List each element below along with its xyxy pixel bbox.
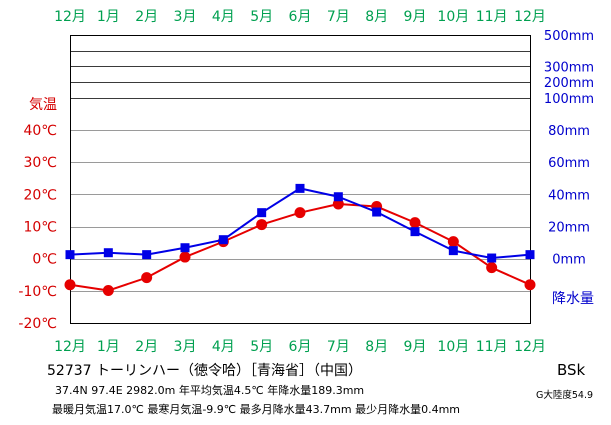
month-label: 6月	[289, 9, 312, 25]
precipitation-series	[65, 183, 535, 263]
month-label: 12月	[54, 9, 86, 25]
month-label: 6月	[289, 339, 312, 355]
month-label: 3月	[174, 9, 197, 25]
month-label: 3月	[174, 339, 197, 355]
temperature-point	[294, 207, 306, 219]
temperature-tick-labels: 40℃ 30℃ 20℃ 10℃ 0℃ -10℃ -20℃	[18, 123, 57, 332]
month-label: 7月	[327, 9, 350, 25]
station-title: 52737 トーリンハー（徳令哈）［青海省］（中国）	[47, 363, 362, 379]
continentality-index: G大陸度54.9	[536, 389, 593, 401]
precipitation-tick-label: 300mm	[544, 60, 594, 75]
precipitation-point	[142, 250, 152, 260]
precipitation-tick-label: 40mm	[548, 188, 590, 203]
precipitation-tick-label: 200mm	[544, 76, 594, 91]
month-label: 5月	[250, 9, 273, 25]
precipitation-tick-label: 20mm	[548, 221, 590, 236]
plot-frame	[70, 35, 531, 324]
temperature-tick-label: 10℃	[23, 220, 57, 236]
precipitation-point	[487, 253, 497, 263]
temperature-tick-label: 30℃	[23, 155, 57, 171]
precipitation-tick-label: 60mm	[548, 156, 590, 171]
month-labels-top: 12月 1月 2月 3月 4月 5月 6月 7月 8月 9月 10月 11月 12月	[54, 9, 546, 25]
month-label: 4月	[212, 9, 235, 25]
precipitation-tick-label: 100mm	[544, 92, 594, 107]
month-label: 10月	[437, 9, 469, 25]
month-label: 4月	[212, 339, 235, 355]
month-label: 1月	[97, 9, 120, 25]
temperature-axis-label: 気温	[29, 97, 57, 113]
month-label: 2月	[135, 339, 158, 355]
temperature-point	[64, 279, 76, 291]
month-label: 5月	[250, 339, 273, 355]
month-label: 8月	[365, 339, 388, 355]
temperature-tick-label: -10℃	[18, 284, 57, 300]
precipitation-point	[410, 227, 420, 237]
precipitation-point	[525, 250, 535, 260]
precipitation-point	[295, 183, 305, 193]
station-extremes: 最暖月気温17.0℃ 最寒月気温-9.9℃ 最多月降水量43.7mm 最少月降水…	[52, 402, 460, 416]
precipitation-tick-label: 80mm	[548, 124, 590, 139]
temperature-point	[102, 285, 114, 297]
month-label: 10月	[437, 339, 469, 355]
temperature-point	[256, 219, 268, 231]
climate-classification: BSk	[557, 361, 586, 379]
precipitation-point	[103, 248, 113, 258]
temperature-point	[524, 279, 536, 291]
month-label: 1月	[97, 339, 120, 355]
month-label: 12月	[514, 9, 546, 25]
precipitation-axis-label: 降水量	[552, 291, 594, 307]
month-label: 11月	[476, 9, 508, 25]
month-label: 12月	[54, 339, 86, 355]
temperature-tick-label: 0℃	[32, 252, 57, 268]
precipitation-tick-label: 0mm	[552, 253, 586, 268]
month-label: 9月	[404, 339, 427, 355]
precipitation-point	[372, 207, 382, 217]
temperature-tick-label: -20℃	[18, 316, 57, 332]
temperature-tick-label: 40℃	[23, 123, 57, 139]
month-labels-bottom: 12月 1月 2月 3月 4月 5月 6月 7月 8月 9月 10月 11月 12月	[54, 339, 546, 355]
month-label: 8月	[365, 9, 388, 25]
temperature-point	[447, 236, 459, 248]
precipitation-tick-label: 500mm	[544, 29, 594, 44]
temperature-point	[141, 272, 153, 284]
month-label: 9月	[404, 9, 427, 25]
month-label: 7月	[327, 339, 350, 355]
temperature-tick-label: 20℃	[23, 187, 57, 203]
station-summary: 37.4N 97.4E 2982.0m 年平均気温4.5℃ 年降水量189.3m…	[55, 383, 364, 397]
precipitation-point	[65, 250, 75, 260]
month-label: 2月	[135, 9, 158, 25]
precipitation-point	[333, 192, 343, 202]
gridlines	[70, 51, 530, 292]
precipitation-point	[448, 246, 458, 256]
temperature-point	[486, 262, 498, 274]
precipitation-point	[180, 243, 190, 253]
precipitation-point	[257, 208, 267, 218]
precipitation-point	[218, 235, 228, 245]
temperature-point	[179, 251, 191, 263]
month-label: 11月	[476, 339, 508, 355]
temperature-series	[64, 198, 536, 297]
temperature-point	[409, 217, 421, 229]
month-label: 12月	[514, 339, 546, 355]
